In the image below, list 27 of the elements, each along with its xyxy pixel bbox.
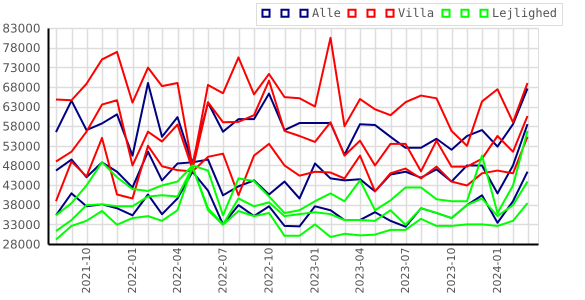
y-tick-label: 58000 — [2, 120, 40, 134]
x-tick-label: 2023-10 — [445, 248, 458, 294]
x-tick-label: 2023-04 — [354, 248, 366, 294]
legend-label: Alle — [312, 6, 341, 20]
y-tick-label: 28000 — [2, 238, 40, 252]
y-tick-label: 53000 — [2, 139, 40, 154]
x-tick-label: 2022-01 — [126, 248, 139, 294]
y-tick-label: 63000 — [2, 100, 40, 114]
line-series — [55, 123, 528, 200]
x-tick-label: 2021-10 — [80, 248, 93, 294]
x-tick-label: 2023-01 — [308, 248, 322, 294]
y-tick-label: 48000 — [2, 158, 40, 173]
line-series — [55, 136, 528, 202]
y-tick-label: 33000 — [2, 218, 40, 232]
x-tick-label: 2022-10 — [262, 248, 276, 294]
y-tick-label: 43000 — [2, 178, 40, 193]
legend-label: Villa — [398, 6, 434, 20]
y-tick-label: 73000 — [2, 60, 40, 75]
x-tick-label: 2023-07 — [399, 248, 412, 294]
y-tick-label: 38000 — [2, 198, 40, 212]
y-tick-label: 83000 — [2, 22, 40, 36]
legend-label: Lejlighed — [492, 6, 558, 20]
x-tick-label: 2024-01 — [491, 248, 504, 294]
x-tick-label: 2022-07 — [216, 248, 230, 294]
y-tick-label: 78000 — [2, 41, 40, 56]
x-tick-label: 2022-04 — [171, 248, 184, 294]
y-tick-label: 68000 — [2, 80, 40, 94]
